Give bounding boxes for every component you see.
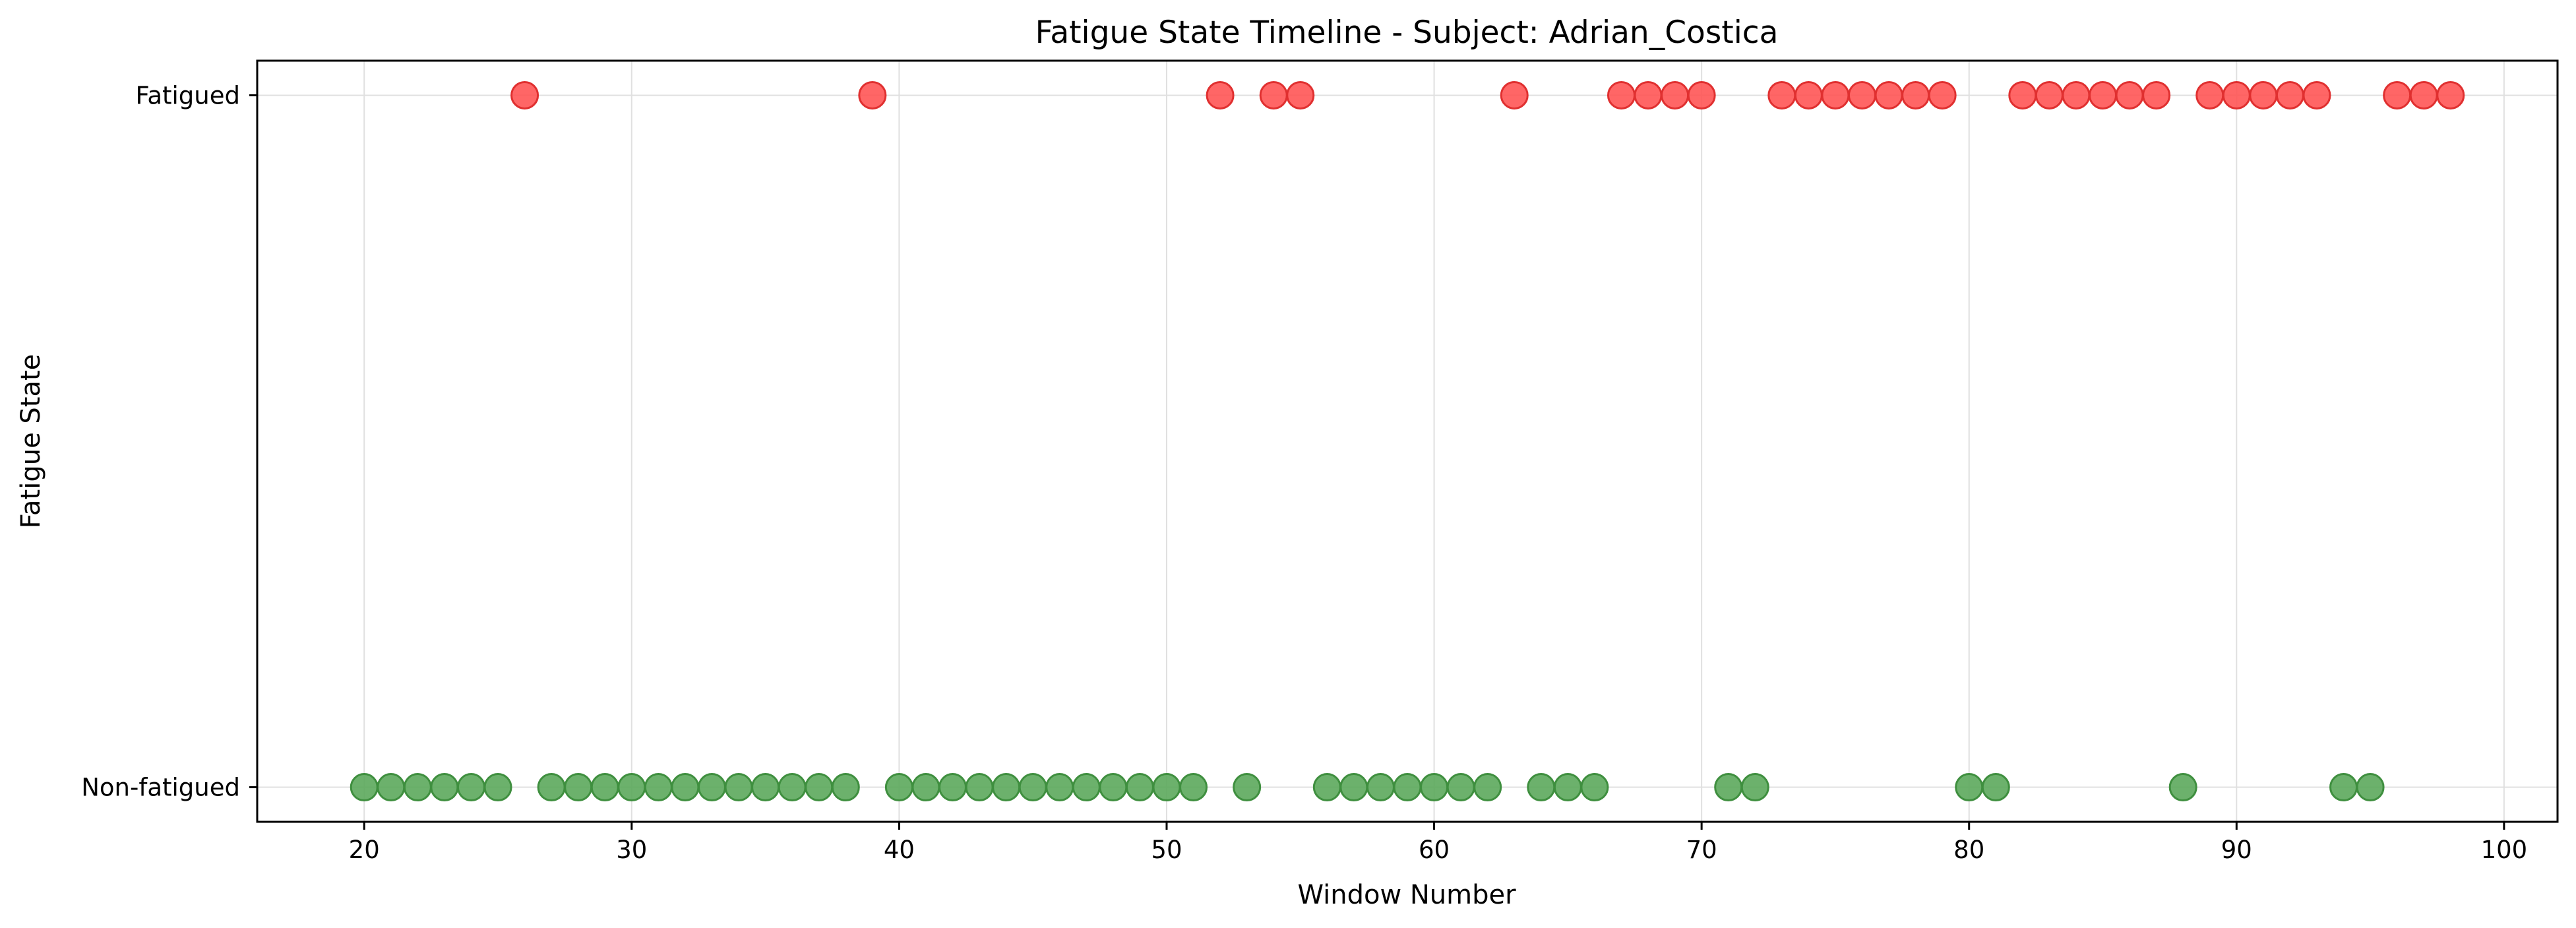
fatigued-point [2142,80,2171,109]
non-fatigued-point [724,773,753,802]
non-fatigued-point [456,773,485,802]
fatigued-point [2222,80,2251,109]
non-fatigued-point [1366,773,1395,802]
fatigued-point [2089,80,2118,109]
fatigued-point [1847,80,1876,109]
non-fatigued-point [1473,773,1502,802]
x-tick-label: 100 [2481,836,2528,864]
y-tick-label: Non-fatigued [81,774,240,802]
fatigued-point [1661,80,1690,109]
fatigued-point [858,80,887,109]
x-tick-label: 90 [2221,836,2252,864]
non-fatigued-point [1179,773,1208,802]
fatigued-point [2436,80,2465,109]
non-fatigued-point [965,773,994,802]
non-fatigued-point [564,773,593,802]
non-fatigued-point [1981,773,2010,802]
non-fatigued-point [644,773,673,802]
non-fatigued-point [1714,773,1743,802]
fatigued-point [1794,80,1823,109]
non-fatigued-point [805,773,834,802]
fatigued-point [2195,80,2224,109]
non-fatigued-point [1553,773,1582,802]
non-fatigued-point [992,773,1021,802]
fatigued-point [1634,80,1663,109]
non-fatigued-point [1339,773,1368,802]
non-fatigued-point [884,773,913,802]
non-fatigued-point [377,773,406,802]
non-fatigued-point [2329,773,2358,802]
non-fatigued-point [1018,773,1047,802]
fatigued-point [1607,80,1636,109]
non-fatigued-point [483,773,512,802]
fatigued-point [1901,80,1930,109]
fatigued-point [1874,80,1903,109]
fatigued-point [1286,80,1315,109]
x-tick-label: 70 [1686,836,1717,864]
fatigued-point [2035,80,2064,109]
fatigued-point [2115,80,2144,109]
non-fatigued-point [2356,773,2385,802]
fatigued-point [1821,80,1850,109]
non-fatigued-point [751,773,780,802]
data-points [350,80,2465,802]
fatigued-point [2275,80,2304,109]
x-tick-label: 80 [1953,836,1984,864]
y-tick-label: Fatigued [135,81,240,109]
non-fatigued-point [2168,773,2197,802]
non-fatigued-point [778,773,807,802]
non-fatigued-point [1955,773,1984,802]
non-fatigued-point [1393,773,1422,802]
fatigued-point [1259,80,1288,109]
non-fatigued-point [617,773,646,802]
x-tick-label: 60 [1419,836,1450,864]
non-fatigued-point [1125,773,1154,802]
plot-frame [256,59,2559,823]
fatigued-point [2409,80,2438,109]
fatigued-point [2008,80,2037,109]
non-fatigued-point [1740,773,1769,802]
non-fatigued-point [911,773,940,802]
non-fatigued-point [938,773,967,802]
non-fatigued-point [350,773,379,802]
non-fatigued-point [1446,773,1475,802]
non-fatigued-point [1580,773,1609,802]
x-axis-label: Window Number [1297,880,1516,910]
fatigued-point [510,80,539,109]
x-tick-label: 20 [349,836,380,864]
non-fatigued-point [1152,773,1181,802]
fatigued-point [1687,80,1716,109]
non-fatigued-point [1045,773,1074,802]
non-fatigued-point [1420,773,1449,802]
non-fatigued-point [1099,773,1128,802]
fatigued-point [2383,80,2412,109]
x-tick-label: 50 [1151,836,1182,864]
non-fatigued-point [697,773,726,802]
non-fatigued-point [1072,773,1101,802]
fatigued-point [1206,80,1235,109]
non-fatigued-point [1233,773,1262,802]
non-fatigued-point [537,773,566,802]
non-fatigued-point [831,773,860,802]
non-fatigued-point [1312,773,1341,802]
fatigued-point [1928,80,1957,109]
x-tick-label: 40 [884,836,915,864]
y-axis-label: Fatigue State [16,354,46,529]
chart-title: Fatigue State Timeline - Subject: Adrian… [1035,15,1779,51]
non-fatigued-point [671,773,700,802]
non-fatigued-point [430,773,459,802]
fatigued-point [1500,80,1529,109]
fatigued-point [2302,80,2331,109]
non-fatigued-point [403,773,432,802]
fatigued-point [2062,80,2091,109]
fatigued-point [2249,80,2278,109]
non-fatigued-point [590,773,619,802]
non-fatigued-point [1527,773,1556,802]
fatigued-point [1767,80,1796,109]
axis-ticks: 20 30 40 50 60 70 80 90 100 Non-fatigued Fatigued [81,81,2527,864]
x-tick-label: 30 [616,836,647,864]
